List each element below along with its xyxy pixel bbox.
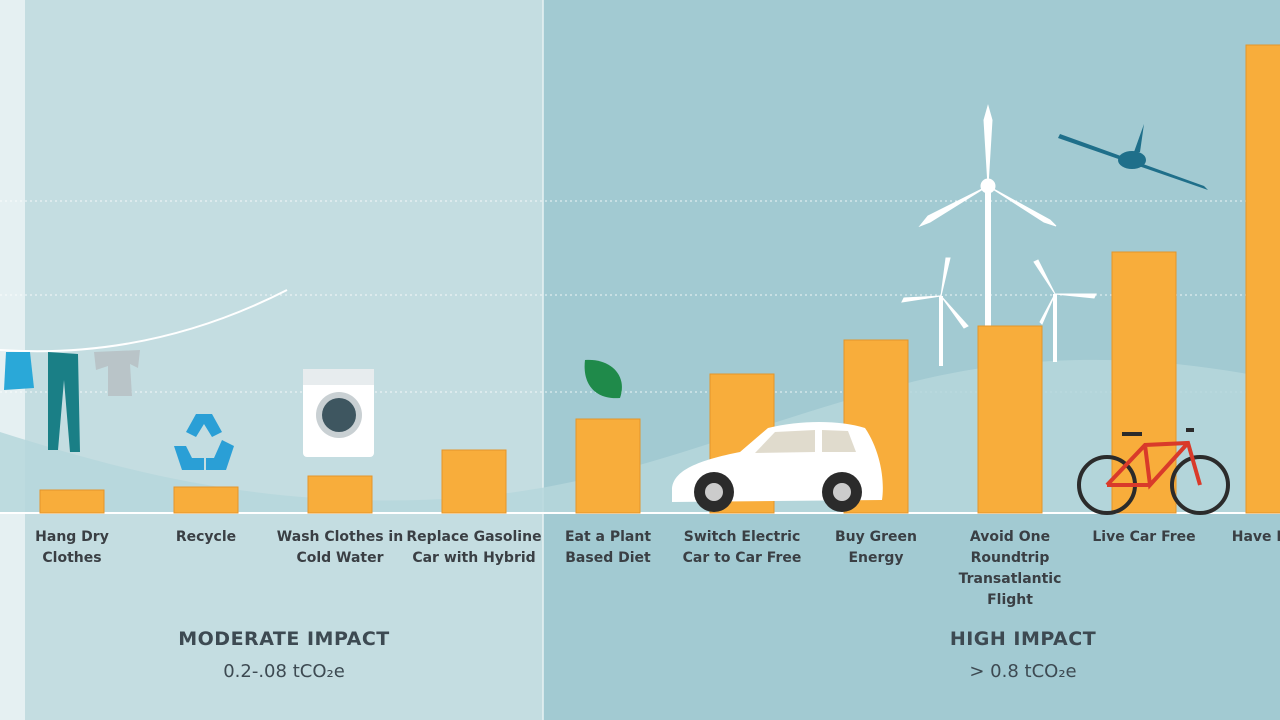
- section-subtitle: > 0.8 tCO₂e: [969, 661, 1077, 682]
- washer-icon: [303, 369, 374, 457]
- bar: [39, 489, 105, 514]
- pants-icon: [48, 352, 80, 452]
- hills: [0, 359, 1280, 513]
- bar: [1245, 44, 1280, 514]
- bar: [575, 418, 641, 514]
- category-label: Recycle: [175, 529, 237, 545]
- clothesline: [0, 289, 288, 353]
- wind-turbines: [901, 104, 1097, 366]
- bar: [173, 486, 239, 514]
- car-icon: [672, 422, 883, 512]
- plane-icon: [1058, 124, 1208, 190]
- tshirt-icon: [94, 350, 140, 396]
- bar: [307, 475, 373, 514]
- leaf-icon: [584, 359, 622, 399]
- bike-icon: [1077, 428, 1230, 515]
- section-title: HIGH IMPACT: [949, 628, 1097, 650]
- category-label: Have Fewer: [1231, 529, 1280, 545]
- category-label: Avoid One Roundtrip Transatlantic Flight: [958, 529, 1062, 608]
- category-label: Live Car Free: [1092, 529, 1196, 545]
- category-label: Wash Clothes in Cold Water: [276, 529, 404, 566]
- bar: [977, 325, 1043, 514]
- section-title: MODERATE IMPACT: [178, 628, 390, 650]
- category-label: Eat a Plant Based Diet: [564, 529, 652, 566]
- bar: [1111, 251, 1177, 514]
- section-subtitle: 0.2-.08 tCO₂e: [223, 661, 345, 682]
- category-label: Hang Dry Clothes: [35, 529, 109, 566]
- recycle-icon: [174, 414, 234, 470]
- category-label: Switch Electric Car to Car Free: [682, 529, 802, 566]
- shirt-icon: [4, 352, 34, 390]
- category-label: Buy Green Energy: [835, 529, 917, 566]
- bar: [441, 449, 507, 514]
- category-label: Replace Gasoline Car with Hybrid: [406, 529, 542, 566]
